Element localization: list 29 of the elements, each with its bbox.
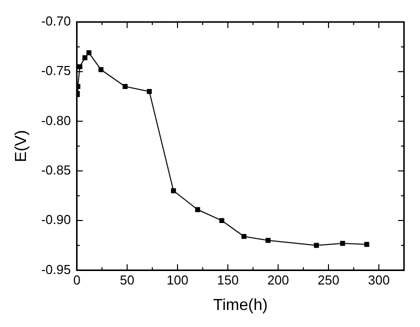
x-tick-label: 250: [318, 272, 340, 288]
point: [146, 89, 152, 94]
point: [122, 84, 128, 90]
point: [82, 55, 88, 60]
y-tick-label: -0.85: [41, 162, 71, 178]
point: [170, 188, 176, 194]
point: [364, 242, 370, 247]
y-tick-label: -0.90: [41, 212, 71, 228]
y-axis-title: E(V): [13, 130, 30, 162]
point: [77, 64, 82, 70]
point: [241, 234, 246, 239]
point: [314, 242, 319, 248]
x-tick-label: 50: [120, 272, 134, 288]
x-tick-label: 300: [368, 272, 390, 288]
point: [98, 67, 104, 72]
y-tick-label: -0.75: [41, 63, 71, 78]
y-tick-label: -0.80: [41, 112, 71, 128]
x-tick-label: 100: [166, 272, 188, 288]
point: [219, 218, 224, 224]
x-tick-label: 0: [73, 272, 80, 288]
point: [195, 207, 200, 212]
point: [266, 238, 271, 243]
point: [340, 240, 346, 246]
x-axis-title: Time(h): [213, 296, 268, 314]
y-tick-label: -0.95: [41, 262, 71, 277]
y-tick-label: -0.70: [41, 14, 71, 29]
point: [86, 50, 92, 56]
x-tick-label: 150: [216, 272, 239, 288]
x-tick-label: 200: [267, 272, 290, 288]
